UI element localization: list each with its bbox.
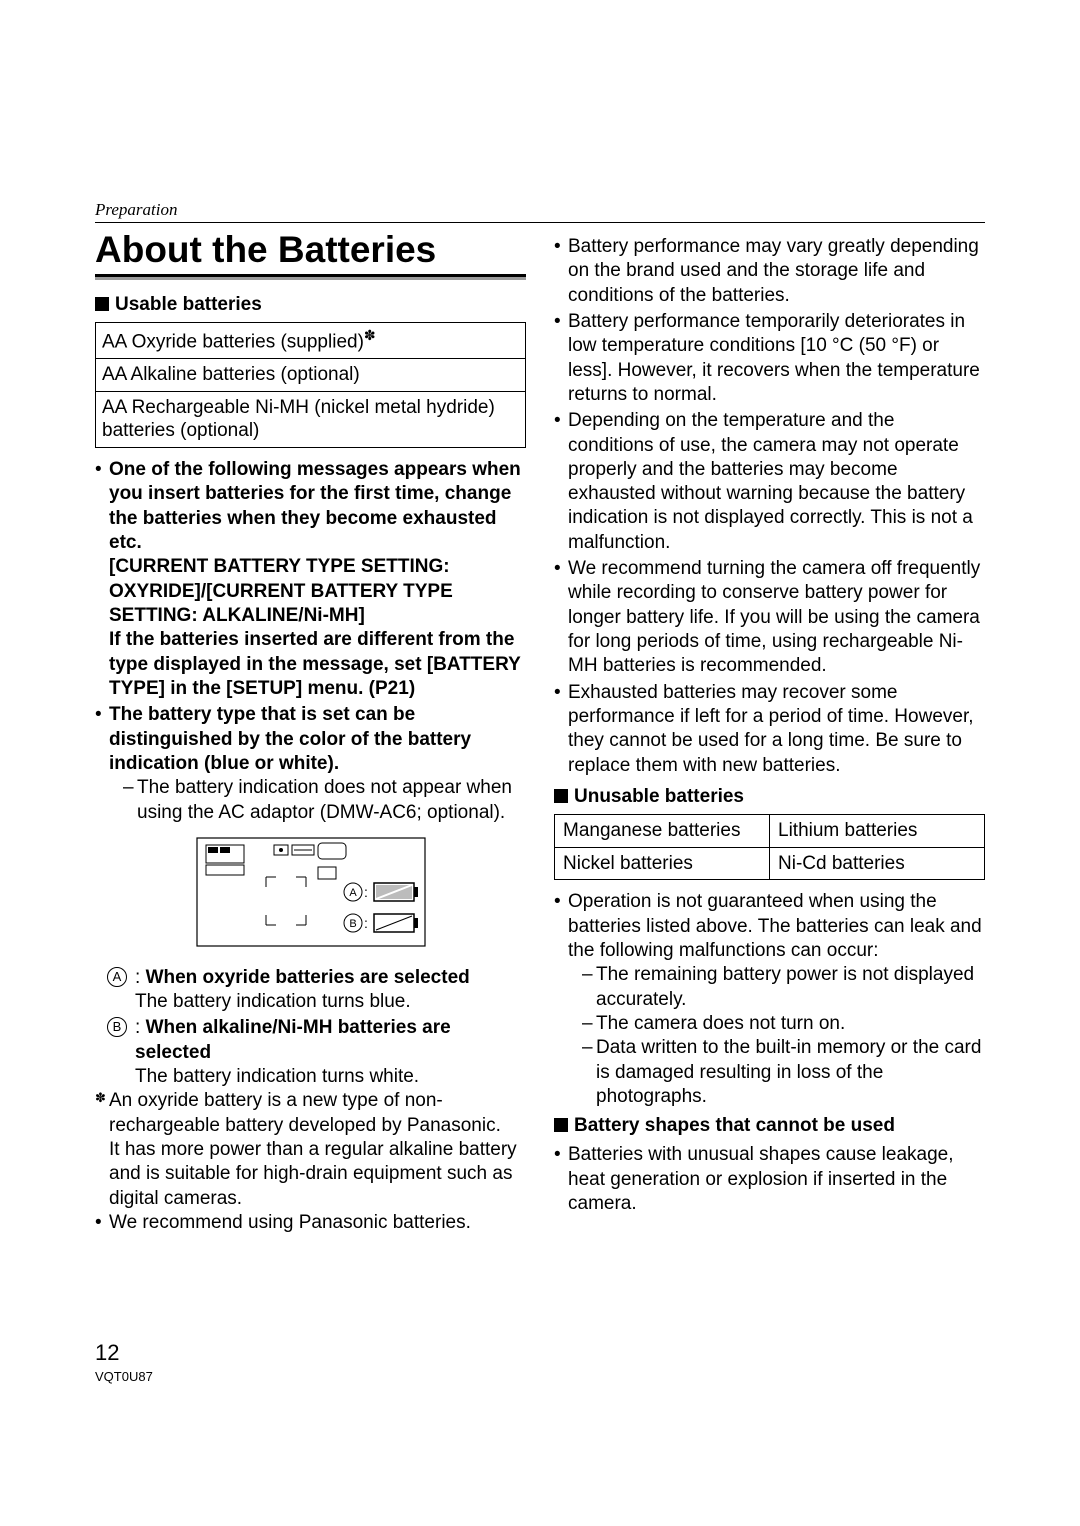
body-text: Operation is not guaranteed when using t…: [568, 891, 982, 961]
body-text: An oxyride battery is a new type of non-…: [109, 1090, 501, 1135]
footnote-star-icon: ✽: [364, 327, 376, 343]
usable-heading: Usable batteries: [95, 294, 526, 316]
cell-text: AA Oxyride batteries (supplied): [102, 331, 364, 352]
left-column: About the Batteries Usable batteries AA …: [95, 231, 526, 1237]
body-text: It has more power than a regular alkalin…: [95, 1138, 526, 1211]
bold-text: If the batteries inserted are different …: [109, 629, 520, 699]
square-bullet-icon: [95, 297, 109, 311]
square-bullet-icon: [554, 1118, 568, 1132]
table-row: AA Alkaline batteries (optional): [96, 358, 526, 391]
right-bullet-list: Battery performance may vary greatly dep…: [554, 235, 985, 778]
svg-text:B: B: [349, 918, 356, 930]
circle-a-icon: A: [107, 967, 127, 987]
svg-text::: :: [364, 915, 368, 931]
table-cell: Nickel batteries: [555, 847, 770, 880]
shapes-heading-text: Battery shapes that cannot be used: [574, 1115, 895, 1136]
list-item: Battery performance temporarily deterior…: [554, 310, 985, 407]
unusable-batteries-table: Manganese batteries Lithium batteries Ni…: [554, 814, 985, 881]
table-cell: Ni-Cd batteries: [770, 847, 985, 880]
list-item: Batteries with unusual shapes cause leak…: [554, 1143, 985, 1216]
dash-item: The battery indication does not appear w…: [109, 776, 526, 825]
bold-text: One of the following messages appears wh…: [109, 459, 521, 553]
shapes-bullet-list: Batteries with unusual shapes cause leak…: [554, 1143, 985, 1216]
list-item: We recommend turning the camera off freq…: [554, 557, 985, 679]
svg-text::: :: [364, 884, 368, 900]
battery-indicator-diagram: A : B :: [196, 837, 426, 952]
usable-heading-text: Usable batteries: [115, 294, 262, 315]
dash-item: The remaining battery power is not displ…: [568, 963, 985, 1012]
bold-text: [CURRENT BATTERY TYPE SETTING: OXYRIDE]/…: [109, 556, 453, 626]
body-text: The battery indication turns blue.: [135, 991, 411, 1012]
title-underline: [95, 274, 526, 280]
bold-text: When alkaline/Ni-MH batteries are select…: [135, 1017, 451, 1062]
footnote-star: An oxyride battery is a new type of non-…: [95, 1089, 526, 1138]
left-bullet-list: One of the following messages appears wh…: [95, 458, 526, 825]
shapes-heading: Battery shapes that cannot be used: [554, 1115, 985, 1137]
table-row: AA Oxyride batteries (supplied)✽: [96, 322, 526, 358]
bold-text: When oxyride batteries are selected: [146, 967, 470, 988]
list-item: The battery type that is set can be dist…: [95, 703, 526, 825]
unusable-heading: Unusable batteries: [554, 786, 985, 808]
table-cell: Lithium batteries: [770, 814, 985, 847]
label-a-line: A: When oxyride batteries are selected T…: [95, 966, 526, 1015]
list-item: Exhausted batteries may recover some per…: [554, 681, 985, 778]
dash-item: Data written to the built-in memory or t…: [568, 1036, 985, 1109]
list-item: We recommend using Panasonic batteries.: [95, 1211, 526, 1235]
list-item: Operation is not guaranteed when using t…: [554, 890, 985, 1109]
svg-text:A: A: [349, 887, 357, 899]
circle-b-icon: B: [107, 1017, 127, 1037]
body-text: The battery indication turns white.: [135, 1066, 419, 1087]
square-bullet-icon: [554, 789, 568, 803]
page-title: About the Batteries: [95, 231, 526, 270]
usable-batteries-table: AA Oxyride batteries (supplied)✽ AA Alka…: [95, 322, 526, 448]
two-column-layout: About the Batteries Usable batteries AA …: [95, 231, 985, 1237]
page-number: 12: [95, 1340, 119, 1366]
dash-item: The camera does not turn on.: [568, 1012, 985, 1036]
label-b-line: B: When alkaline/Ni-MH batteries are sel…: [95, 1016, 526, 1089]
bold-text: The battery type that is set can be dist…: [109, 704, 471, 774]
chapter-label: Preparation: [95, 200, 985, 223]
list-item: One of the following messages appears wh…: [95, 458, 526, 701]
table-row: AA Rechargeable Ni-MH (nickel metal hydr…: [96, 391, 526, 448]
document-code: VQT0U87: [95, 1369, 153, 1384]
list-item: Battery performance may vary greatly dep…: [554, 235, 985, 308]
list-item: Depending on the temperature and the con…: [554, 409, 985, 555]
right-column: Battery performance may vary greatly dep…: [554, 231, 985, 1237]
unusable-bullet-list: Operation is not guaranteed when using t…: [554, 890, 985, 1109]
table-cell: Manganese batteries: [555, 814, 770, 847]
left-bullet-list-2: We recommend using Panasonic batteries.: [95, 1211, 526, 1235]
unusable-heading-text: Unusable batteries: [574, 786, 744, 807]
